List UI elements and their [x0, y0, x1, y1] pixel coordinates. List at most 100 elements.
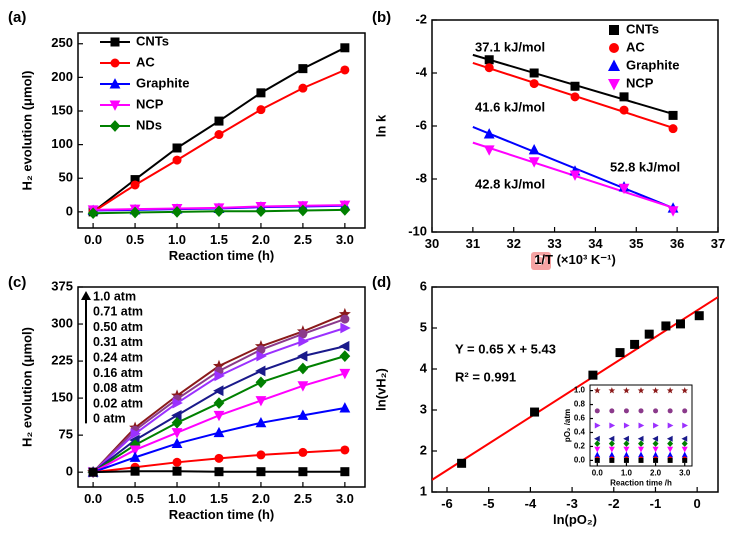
plot-area — [432, 296, 718, 481]
data-point — [213, 385, 224, 397]
y-tick-label: 50 — [59, 170, 73, 185]
data-point — [594, 422, 601, 429]
x-tick-label: 32 — [506, 236, 520, 251]
x-tick-label: 2.0 — [252, 232, 270, 247]
data-point — [667, 422, 674, 429]
data-point — [529, 68, 539, 78]
legend-marker — [608, 79, 620, 91]
data-point — [171, 437, 183, 449]
data-point — [623, 451, 630, 458]
data-point — [594, 408, 600, 414]
y-tick-label: 300 — [51, 315, 73, 330]
data-point — [214, 130, 224, 140]
legend-label: CNTs — [626, 21, 659, 36]
x-tick-label: 31 — [466, 236, 480, 251]
data-point — [340, 445, 350, 455]
data-point — [339, 368, 351, 380]
x-tick-label: 36 — [670, 236, 684, 251]
data-point — [623, 440, 630, 447]
x-tick-label: 33 — [547, 236, 561, 251]
y-axis-label: H₂ evolution (μmol) — [19, 71, 34, 191]
y-tick-label: 100 — [51, 136, 73, 151]
plot-frame — [77, 32, 366, 229]
data-point — [618, 183, 630, 195]
y-tick-label: -2 — [415, 11, 427, 26]
data-point — [340, 322, 351, 334]
x-axis-label: Reaction time (h) — [169, 248, 274, 263]
legend-label: 0.71 atm — [93, 305, 143, 319]
data-point — [483, 145, 495, 156]
panel-label: (d) — [372, 274, 391, 291]
data-point — [667, 457, 673, 463]
data-point — [171, 409, 182, 421]
data-point — [637, 435, 644, 442]
data-point — [652, 440, 659, 447]
data-point — [213, 426, 225, 438]
data-point — [172, 155, 182, 165]
data-point — [667, 206, 679, 217]
x-tick-label: 37 — [711, 236, 725, 251]
y-tick-label: -8 — [415, 170, 427, 185]
data-point — [256, 450, 266, 460]
data-point — [255, 205, 267, 218]
data-point — [619, 92, 629, 102]
data-point — [214, 453, 224, 463]
y-tick-label: 0 — [66, 203, 73, 218]
data-point — [594, 435, 600, 442]
legend-label: 1.0 atm — [93, 289, 136, 303]
data-point — [623, 408, 629, 414]
data-point — [594, 451, 601, 458]
plot-area — [593, 387, 689, 463]
data-point — [297, 409, 309, 420]
data-point — [638, 457, 644, 463]
data-point — [681, 451, 688, 458]
data-point — [609, 422, 616, 429]
legend-marker — [609, 25, 619, 35]
data-point — [667, 408, 673, 414]
panel: -6 -5 -4 -3 -2 -1 0 1 2 3 4 5 6 ln(pO₂) ln(vH₂) (d) Y = … — [372, 274, 719, 527]
y-axis-label: ln(vH₂) — [373, 368, 388, 411]
x-tick-label: 3.0 — [336, 232, 354, 247]
data-point — [653, 408, 659, 414]
legend-label: NCP — [136, 96, 164, 111]
x-tick-label: -5 — [483, 496, 495, 511]
data-point — [530, 407, 540, 417]
data-point — [682, 408, 688, 414]
data-point — [339, 350, 351, 362]
y-tick-label: 0.2 — [574, 442, 586, 451]
y-tick-label: 4 — [420, 360, 428, 375]
data-point — [484, 63, 494, 73]
x-tick-label: 1.5 — [210, 491, 228, 506]
data-point — [638, 446, 644, 453]
plot-frame — [589, 384, 693, 467]
x-tick-label: 3.0 — [679, 469, 691, 478]
data-point — [171, 428, 183, 439]
data-point — [130, 466, 140, 476]
data-point — [667, 440, 674, 447]
data-point — [682, 422, 688, 429]
data-point — [644, 329, 654, 339]
data-point — [171, 416, 183, 429]
y-tick-label: 1.0 — [574, 386, 586, 395]
data-point — [129, 439, 141, 451]
y-tick-label: 225 — [51, 353, 73, 368]
data-point — [298, 335, 309, 347]
y-tick-label: -6 — [415, 117, 427, 132]
data-point — [339, 402, 351, 413]
data-point — [623, 435, 629, 442]
y-tick-label: 250 — [51, 35, 73, 50]
y-axis-label: ln k — [373, 114, 388, 137]
data-point — [298, 64, 308, 74]
data-point — [630, 339, 640, 349]
data-point — [297, 204, 309, 217]
data-point — [255, 365, 266, 377]
data-point — [339, 340, 350, 352]
x-tick-label: 1.0 — [621, 469, 633, 478]
data-point — [213, 205, 225, 218]
y-tick-label: 0.6 — [574, 414, 586, 423]
search-icon[interactable] — [531, 252, 551, 270]
data-point — [457, 458, 467, 468]
data-point — [638, 451, 644, 458]
y-tick-label: 0.0 — [574, 456, 586, 465]
x-axis-label: 1/T (×10³ K⁻¹) — [534, 252, 616, 267]
